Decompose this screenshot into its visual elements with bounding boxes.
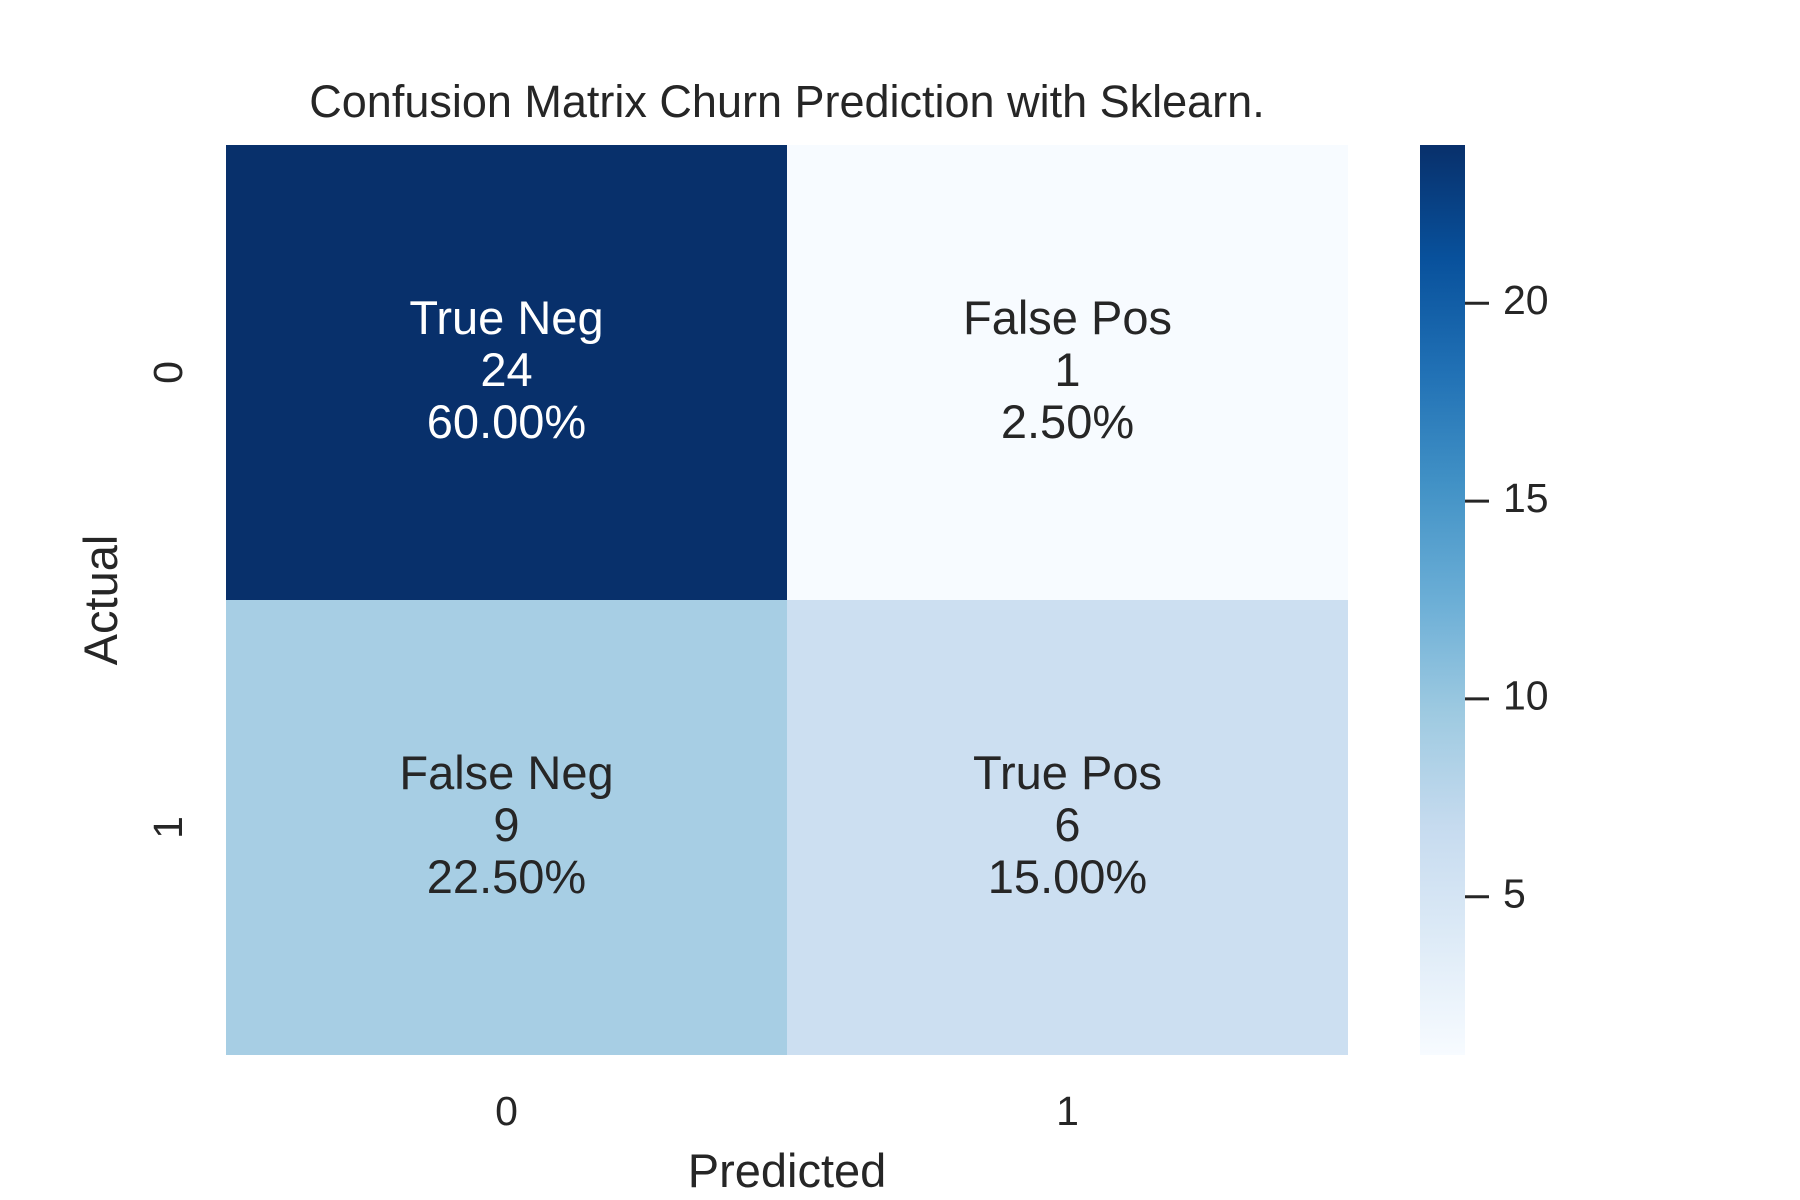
cell-count-0-1: 1 (1054, 343, 1080, 396)
cell-count-0-0: 24 (480, 343, 532, 396)
cell-label-1-1: True Pos (973, 746, 1162, 799)
cell-percent-0-0: 60.00% (427, 395, 586, 448)
x-tick-label-1: 1 (1056, 1088, 1079, 1134)
heatmap-cell-1-0 (226, 600, 787, 1055)
colorbar-tick-label-15: 15 (1503, 475, 1549, 521)
y-tick-label-1: 1 (145, 816, 191, 839)
heatmap-cell-1-1 (787, 600, 1348, 1055)
y-tick-label-0: 0 (145, 361, 191, 384)
cell-percent-0-1: 2.50% (1001, 395, 1134, 448)
x-axis-label: Predicted (688, 1144, 887, 1197)
y-tick-labels: 01 (145, 361, 191, 839)
cell-label-0-1: False Pos (963, 291, 1172, 344)
cell-percent-1-0: 22.50% (427, 850, 586, 903)
cell-label-1-0: False Neg (399, 746, 613, 799)
heatmap-cell-0-1 (787, 145, 1348, 600)
y-axis-label: Actual (74, 535, 127, 666)
heatmap-cell-0-0 (226, 145, 787, 600)
cell-count-1-0: 9 (493, 798, 519, 851)
colorbar-tick-label-20: 20 (1503, 277, 1549, 323)
x-tick-label-0: 0 (495, 1088, 518, 1134)
colorbar-tick-label-10: 10 (1503, 673, 1549, 719)
cell-percent-1-1: 15.00% (988, 850, 1147, 903)
colorbar-tick-label-5: 5 (1503, 871, 1526, 917)
colorbar-ticks: 5 10 15 20 (1465, 277, 1549, 917)
cell-count-1-1: 6 (1054, 798, 1080, 851)
chart-title: Confusion Matrix Churn Prediction with S… (309, 76, 1264, 127)
cell-label-0-0: True Neg (409, 291, 603, 344)
colorbar (1420, 145, 1465, 1055)
